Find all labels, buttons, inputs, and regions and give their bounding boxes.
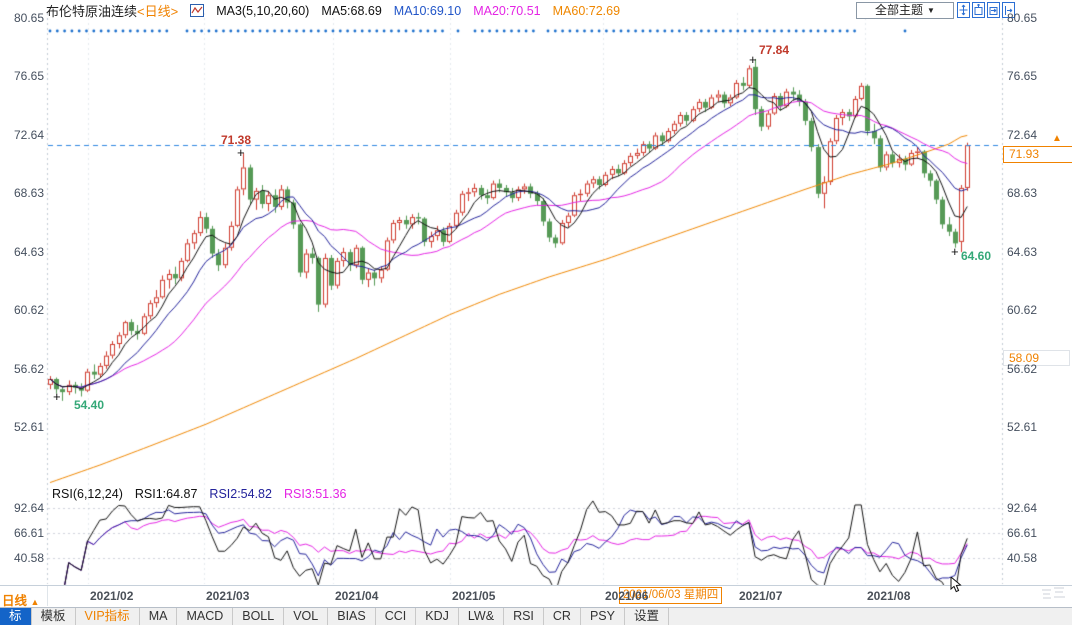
tab-psy[interactable]: PSY [581, 608, 625, 625]
triangle-up-icon: ▲ [30, 597, 40, 607]
tab-indicator[interactable]: 标 [0, 608, 32, 625]
x-axis-month-label: 2021/02 [90, 589, 134, 603]
x-axis-month-label: 2021/04 [335, 589, 379, 603]
x-axis-month-label: 2021/05 [452, 589, 496, 603]
watermark [1040, 584, 1066, 609]
tab-vip-indicator[interactable]: VIP指标 [76, 608, 140, 625]
tab-ma[interactable]: MA [140, 608, 178, 625]
tab-cci[interactable]: CCI [376, 608, 417, 625]
x-axis-month-label: 2021/03 [206, 589, 250, 603]
date-tooltip: 2021/06/03 星期四 [619, 587, 723, 604]
tab-template[interactable]: 模板 [32, 608, 76, 625]
period-toggle-button[interactable]: 日线 ▲ [2, 594, 40, 608]
x-axis-divider [47, 586, 48, 606]
x-axis-month-label: 2021/07 [739, 589, 783, 603]
tab-settings[interactable]: 设置 [625, 608, 669, 625]
tab-boll[interactable]: BOLL [233, 608, 285, 625]
tab-bias[interactable]: BIAS [328, 608, 376, 625]
x-axis-month-label: 2021/06 [605, 589, 649, 603]
tab-lw[interactable]: LW& [459, 608, 505, 625]
tab-rsi[interactable]: RSI [504, 608, 544, 625]
indicator-tab-bar: 标 模板 VIP指标 MA MACD BOLL VOL BIAS CCI KDJ… [0, 607, 1072, 625]
tab-vol[interactable]: VOL [284, 608, 329, 625]
tab-macd[interactable]: MACD [177, 608, 234, 625]
tab-kdj[interactable]: KDJ [416, 608, 459, 625]
chart-canvas[interactable] [0, 0, 1072, 586]
tab-cr[interactable]: CR [544, 608, 581, 625]
x-axis-month-label: 2021/08 [867, 589, 911, 603]
x-axis-row [0, 585, 1072, 607]
